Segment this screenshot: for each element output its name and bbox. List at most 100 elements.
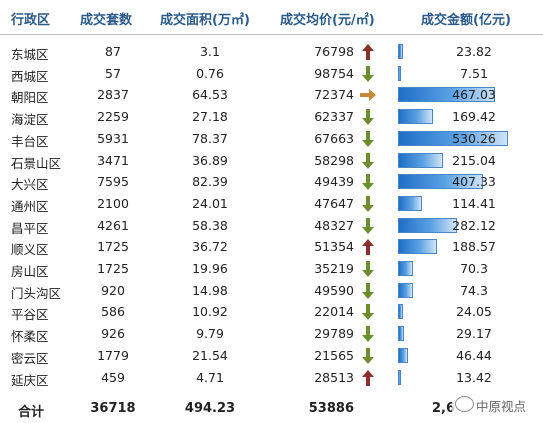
transaction-amount: 23.82: [456, 44, 492, 59]
transaction-count: 2100: [97, 195, 129, 211]
table-row: 平谷区 586 10.92 22014 24.05: [0, 301, 543, 322]
transaction-area: 3.1: [200, 44, 220, 59]
table-row: 东城区 87 3.1 76798 23.82: [0, 41, 543, 62]
transaction-count: 459: [101, 369, 125, 385]
district-name: 通州区: [11, 198, 49, 214]
district-name: 海淀区: [11, 112, 49, 128]
transaction-count: 2837: [97, 87, 129, 103]
transaction-count: 1725: [97, 239, 129, 255]
arrow-right-icon: [360, 89, 376, 102]
transaction-amount: 114.41: [452, 195, 496, 211]
average-price: 76798: [314, 44, 354, 59]
table-row: 怀柔区 926 9.79 29789 29.17: [0, 323, 543, 344]
transaction-amount: 46.44: [456, 347, 492, 363]
total-price: 53886: [308, 401, 354, 416]
district-name: 延庆区: [11, 372, 49, 388]
transaction-amount: 13.42: [456, 369, 492, 385]
transaction-area: 10.92: [192, 304, 228, 320]
arrow-down-icon: [362, 347, 374, 364]
amount-bar: [398, 87, 496, 103]
amount-bar: [398, 44, 403, 59]
arrow-down-icon: [362, 282, 374, 299]
amount-bar: [398, 261, 413, 276]
district-name: 门头沟区: [11, 285, 62, 301]
transaction-count: 1779: [97, 347, 129, 363]
transaction-area: 27.18: [192, 109, 228, 125]
transaction-area: 14.98: [192, 282, 228, 298]
average-price: 35219: [314, 261, 354, 276]
transaction-area: 78.37: [192, 130, 228, 146]
arrow-down-icon: [362, 152, 374, 169]
table-row: 海淀区 2259 27.18 62337 169.42: [0, 106, 543, 127]
transaction-area: 9.79: [196, 326, 224, 342]
amount-bar: [398, 130, 509, 146]
amount-bar: [398, 195, 422, 211]
average-price: 62337: [314, 109, 354, 125]
arrow-down-icon: [362, 261, 374, 277]
table-row: 延庆区 459 4.71 28513 13.42: [0, 367, 543, 388]
district-name: 昌平区: [11, 220, 49, 236]
amount-bar: [398, 347, 408, 363]
transaction-area: 0.76: [196, 65, 224, 81]
arrow-up-icon: [362, 239, 374, 256]
table-row: 门头沟区 920 14.98 49590 74.3: [0, 280, 543, 301]
transaction-amount: 407.33: [452, 174, 496, 190]
amount-bar: [398, 239, 438, 255]
transaction-count: 5931: [97, 130, 129, 146]
transaction-count: 920: [101, 282, 125, 298]
arrow-down-icon: [362, 65, 374, 82]
transaction-amount: 70.3: [460, 261, 488, 276]
arrow-down-icon: [362, 195, 374, 212]
arrow-down-icon: [362, 326, 374, 343]
table-row: 通州区 2100 24.01 47647 114.41: [0, 193, 543, 214]
transaction-count: 926: [101, 326, 125, 342]
transaction-area: 58.38: [192, 217, 228, 233]
transaction-area: 21.54: [192, 347, 228, 363]
district-name: 东城区: [11, 47, 49, 62]
transaction-count: 1725: [97, 261, 129, 276]
total-area: 494.23: [184, 401, 236, 416]
arrow-down-icon: [362, 174, 374, 191]
watermark: 中原视点: [452, 394, 531, 417]
average-price: 49590: [314, 282, 354, 298]
average-price: 21565: [314, 347, 354, 363]
transaction-area: 82.39: [192, 174, 228, 190]
table-row: 昌平区 4261 58.38 48327 282.12: [0, 215, 543, 236]
total-count: 36718: [90, 401, 136, 416]
arrow-down-icon: [362, 130, 374, 147]
district-name: 平谷区: [11, 307, 49, 323]
average-price: 58298: [314, 152, 354, 168]
transaction-amount: 467.03: [452, 87, 496, 103]
total-row: 合计 36718 494.23 53886 2,6: [0, 396, 543, 423]
amount-bar: [398, 369, 401, 385]
transaction-amount: 530.26: [452, 130, 496, 146]
district-name: 朝阳区: [11, 90, 49, 106]
transaction-area: 4.71: [196, 369, 224, 385]
table-row: 丰台区 5931 78.37 67663 530.26: [0, 128, 543, 149]
amount-bar: [398, 109, 434, 125]
transaction-amount: 7.51: [460, 65, 488, 81]
transaction-area: 19.96: [192, 261, 228, 276]
transaction-area: 24.01: [192, 195, 228, 211]
total-amount: 2,6: [432, 401, 456, 416]
average-price: 22014: [314, 304, 354, 320]
average-price: 67663: [314, 130, 354, 146]
header-price: 成交均价(元/㎡): [280, 13, 375, 28]
transaction-count: 2259: [97, 109, 129, 125]
district-name: 房山区: [11, 264, 49, 279]
amount-bar: [398, 282, 414, 298]
amount-bar: [398, 65, 401, 81]
district-name: 顺义区: [11, 242, 49, 258]
district-name: 大兴区: [11, 177, 49, 193]
watermark-text: 中原视点: [476, 399, 527, 414]
transaction-count: 87: [105, 44, 121, 59]
district-name: 石景山区: [11, 155, 62, 171]
table-header: 行政区 成交套数 成交面积(万㎡) 成交均价(元/㎡) 成交金额(亿元): [0, 0, 543, 35]
table-row: 朝阳区 2837 64.53 72374 467.03: [0, 84, 543, 105]
transaction-area: 36.89: [192, 152, 228, 168]
amount-bar: [398, 152, 443, 168]
transaction-amount: 24.05: [456, 304, 492, 320]
arrow-down-icon: [362, 217, 374, 234]
amount-bar: [398, 326, 405, 342]
